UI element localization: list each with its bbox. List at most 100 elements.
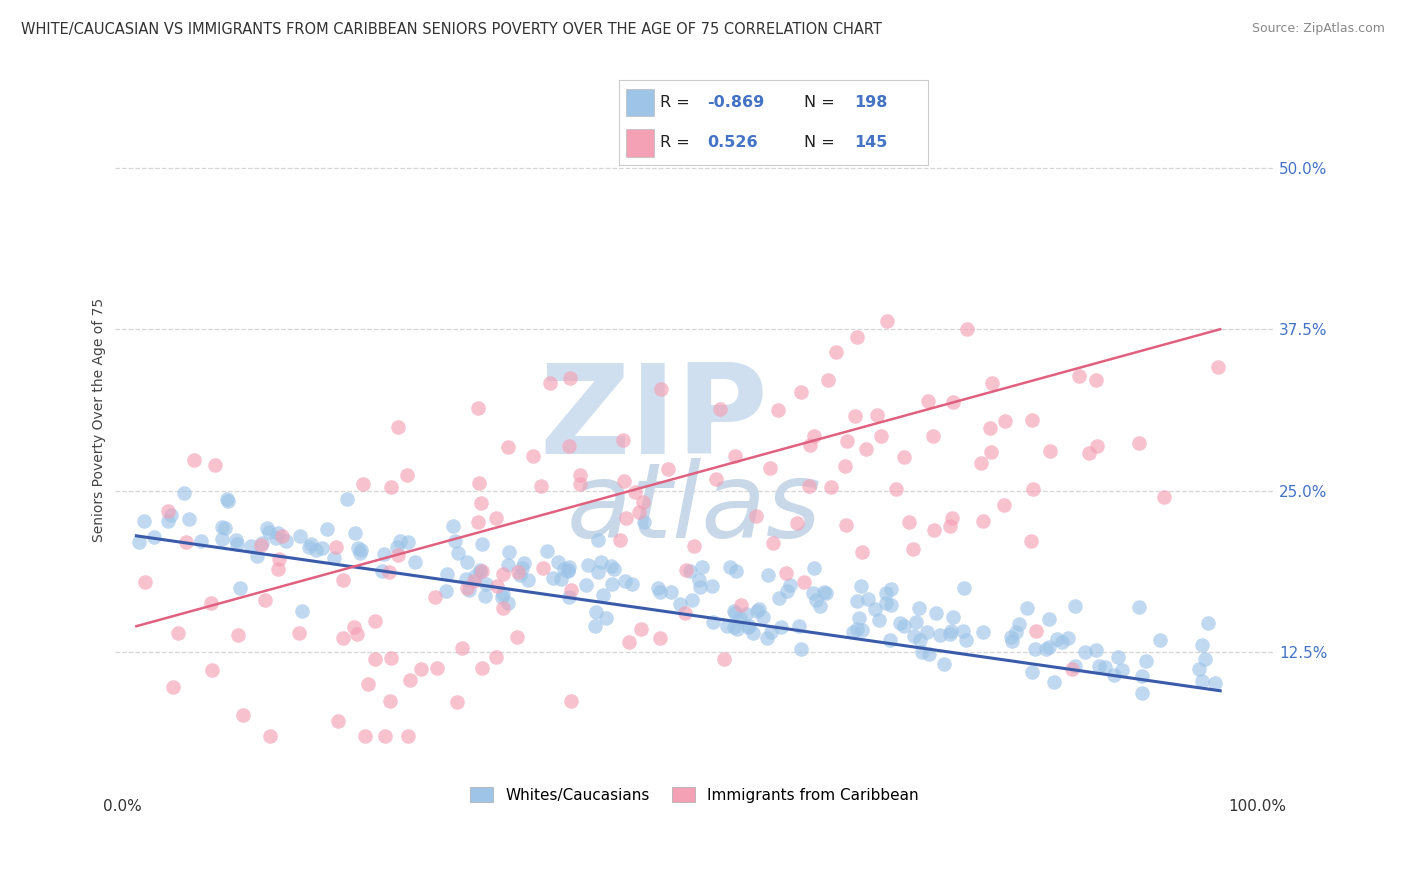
Point [128, 535, 150, 549]
Point [457, 583, 479, 598]
Point [371, 564, 394, 578]
Point [380, 480, 402, 494]
Point [1194, 652, 1216, 666]
Point [269, 552, 291, 566]
Point [669, 597, 692, 611]
Point [468, 563, 491, 577]
Point [498, 596, 520, 610]
Point [851, 545, 873, 559]
Point [267, 562, 290, 576]
Point [575, 578, 598, 592]
Point [955, 632, 977, 647]
Point [553, 562, 575, 576]
Point [994, 414, 1017, 428]
Point [1087, 658, 1109, 673]
Point [343, 620, 366, 634]
Point [1056, 632, 1078, 646]
Point [510, 561, 533, 575]
Point [803, 561, 825, 575]
Point [496, 558, 519, 573]
Point [1038, 612, 1060, 626]
Point [343, 525, 366, 540]
Point [1024, 641, 1046, 656]
Point [972, 514, 994, 528]
Point [939, 624, 962, 638]
Point [817, 372, 839, 386]
Point [633, 515, 655, 529]
Point [1084, 643, 1107, 657]
Point [157, 515, 180, 529]
Point [471, 661, 494, 675]
Point [1005, 625, 1028, 640]
Point [866, 408, 889, 422]
Point [485, 650, 508, 665]
Point [704, 472, 727, 486]
Point [1188, 662, 1211, 676]
Point [723, 620, 745, 634]
Text: 0.0%: 0.0% [103, 799, 142, 814]
Point [315, 522, 337, 536]
Point [908, 600, 931, 615]
Point [470, 565, 492, 579]
Point [886, 482, 908, 496]
Point [932, 657, 955, 671]
Point [1197, 615, 1219, 630]
Point [724, 606, 747, 620]
Point [328, 714, 350, 729]
Point [849, 579, 872, 593]
Point [845, 622, 868, 636]
Point [336, 491, 359, 506]
Point [405, 555, 427, 569]
Point [939, 627, 962, 641]
Point [1001, 634, 1024, 648]
Point [214, 521, 236, 535]
Text: -0.869: -0.869 [707, 95, 763, 110]
Point [879, 633, 901, 648]
Point [835, 518, 858, 533]
Point [291, 604, 314, 618]
Point [734, 607, 756, 621]
Point [970, 456, 993, 470]
Point [1000, 630, 1022, 644]
Point [929, 627, 952, 641]
Point [956, 321, 979, 335]
Point [346, 627, 368, 641]
Point [1008, 617, 1031, 632]
Point [768, 591, 790, 605]
Point [1191, 638, 1213, 652]
Point [176, 534, 198, 549]
Point [1062, 662, 1084, 676]
Point [357, 677, 380, 691]
Point [980, 376, 1002, 390]
Point [509, 568, 531, 582]
Point [1206, 359, 1229, 374]
Point [690, 560, 713, 574]
Point [332, 632, 354, 646]
Point [595, 611, 617, 625]
Point [650, 382, 672, 396]
Point [454, 572, 477, 586]
Text: R =: R = [661, 95, 696, 110]
Point [156, 504, 179, 518]
Point [910, 645, 932, 659]
Point [941, 511, 963, 525]
Point [624, 484, 647, 499]
Point [456, 581, 478, 595]
Point [160, 508, 183, 522]
Point [378, 565, 401, 579]
Point [471, 564, 494, 578]
Point [738, 618, 761, 632]
Point [517, 573, 540, 587]
Point [730, 598, 752, 612]
Point [134, 574, 156, 589]
Point [436, 567, 458, 582]
Point [647, 581, 669, 595]
Point [425, 590, 447, 604]
Point [893, 450, 915, 464]
Point [834, 459, 856, 474]
Point [786, 516, 808, 530]
Point [475, 577, 498, 591]
Point [264, 531, 287, 545]
Point [496, 440, 519, 454]
Point [716, 619, 738, 633]
